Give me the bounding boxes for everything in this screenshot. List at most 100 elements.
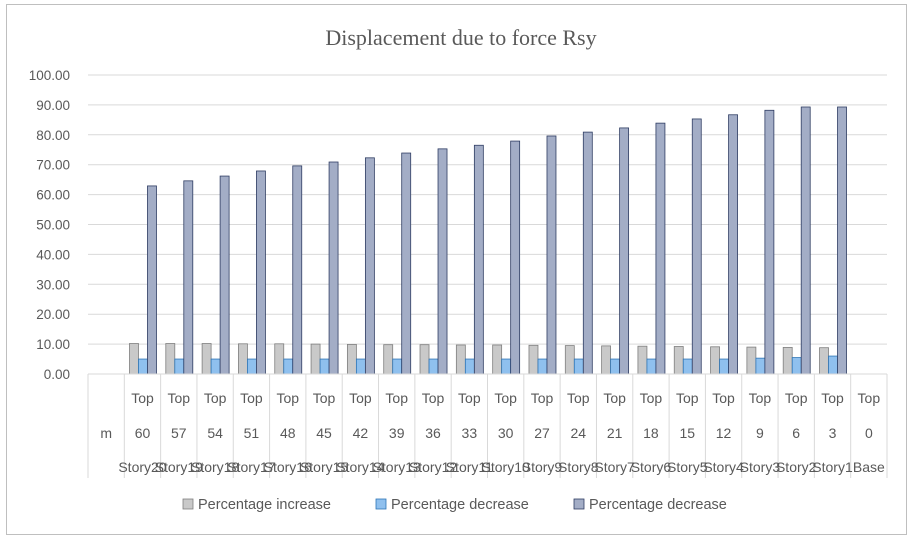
category-label-level1: Top xyxy=(422,390,445,406)
chart-title: Displacement due to force Rsy xyxy=(325,25,596,50)
bar-series-3 xyxy=(473,144,484,375)
bar-series-2 xyxy=(573,358,584,375)
y-tick-label: 0.00 xyxy=(44,367,70,382)
category-label-level2: 15 xyxy=(679,425,695,441)
y-tick-label: 60.00 xyxy=(36,188,70,203)
category-label-level1: Top xyxy=(240,390,263,406)
bar-series-1 xyxy=(528,344,539,375)
category-label-level2: 21 xyxy=(607,425,623,441)
bar-series-2 xyxy=(501,358,512,375)
category-label-level1: Top xyxy=(821,390,844,406)
category-label-level1: Top xyxy=(349,390,372,406)
category-label-level2: 45 xyxy=(316,425,332,441)
bar-series-1 xyxy=(201,343,212,375)
category-label-level1: Top xyxy=(204,390,227,406)
bar-series-1 xyxy=(238,343,248,375)
category-label-level2: 3 xyxy=(829,425,837,441)
legend-swatch xyxy=(375,498,387,510)
bar-series-2 xyxy=(210,358,221,375)
category-label-level2: 36 xyxy=(425,425,441,441)
y-tick-label: 100.00 xyxy=(29,68,70,83)
category-label-level1: Top xyxy=(313,390,336,406)
category-label-level3: Story1 xyxy=(812,459,853,475)
y-tick-label: 90.00 xyxy=(36,98,70,113)
bar-series-2 xyxy=(537,358,548,375)
category-label-level2: 30 xyxy=(498,425,514,441)
bar-series-2 xyxy=(719,358,729,375)
y-tick-label: 80.00 xyxy=(36,128,70,143)
category-label-level3: Story8 xyxy=(558,459,599,475)
bar-series-3 xyxy=(582,131,593,375)
category-label-level2: 6 xyxy=(792,425,800,441)
bar-series-3 xyxy=(183,180,194,375)
bar-series-1 xyxy=(455,344,466,375)
bar-series-1 xyxy=(129,343,139,375)
bar-series-3 xyxy=(147,185,157,375)
category-label-level2: 60 xyxy=(135,425,151,441)
legend-label: Percentage decrease xyxy=(391,497,529,513)
category-label-level3: Story3 xyxy=(740,459,781,475)
bar-series-1 xyxy=(564,345,575,375)
category-label-level2: 54 xyxy=(207,425,223,441)
bar-series-3 xyxy=(219,175,230,375)
legend-label: Percentage increase xyxy=(198,497,331,513)
category-label-level3: Story12 xyxy=(409,459,457,475)
bar-series-3 xyxy=(691,118,702,375)
bar-series-1 xyxy=(637,345,648,375)
bar-series-3 xyxy=(364,157,375,375)
bar-series-3 xyxy=(292,165,303,375)
bar-series-2 xyxy=(138,358,148,375)
bar-series-1 xyxy=(782,346,793,375)
bar-series-3 xyxy=(546,135,557,375)
bar-series-3 xyxy=(510,140,521,375)
y-tick-label: 20.00 xyxy=(36,307,70,322)
category-label-level3: Story17 xyxy=(227,459,275,475)
bar-series-1 xyxy=(346,343,357,375)
category-label-level2: 12 xyxy=(716,425,732,441)
bar-series-2 xyxy=(392,358,403,375)
category-label-level3: Story4 xyxy=(703,459,744,475)
bar-series-2 xyxy=(428,358,439,375)
category-label-level3: Story13 xyxy=(373,459,421,475)
category-label-level3: Story20 xyxy=(118,459,166,475)
category-label-level1: Top xyxy=(785,390,808,406)
bar-series-3 xyxy=(655,122,666,375)
category-label-level2: 33 xyxy=(462,425,478,441)
category-label-level1: Top xyxy=(749,390,772,406)
category-label-level1: Top xyxy=(494,390,517,406)
bar-series-2 xyxy=(755,357,766,375)
bar-series-1 xyxy=(165,343,176,375)
category-label-level3: Story15 xyxy=(300,459,348,475)
category-label-level2: 9 xyxy=(756,425,764,441)
bar-series-2 xyxy=(682,358,693,375)
category-label-level1: Top xyxy=(168,390,191,406)
category-label-level2: 42 xyxy=(353,425,369,441)
bar-series-2 xyxy=(247,358,257,375)
bar-series-1 xyxy=(710,346,720,375)
bar-series-1 xyxy=(383,344,394,375)
category-label-level1: Top xyxy=(276,390,299,406)
bar-series-1 xyxy=(746,346,757,375)
bar-series-3 xyxy=(256,170,266,375)
y-tick-label: 40.00 xyxy=(36,247,70,262)
y-tick-label: 10.00 xyxy=(36,337,70,352)
category-label-level3: Story18 xyxy=(191,459,239,475)
category-label-level3: Story19 xyxy=(155,459,203,475)
category-label-level1: Top xyxy=(603,390,626,406)
y-tick-label: 70.00 xyxy=(36,158,70,173)
bar-series-1 xyxy=(673,346,684,375)
category-label-level3: Story10 xyxy=(482,459,530,475)
bar-series-2 xyxy=(283,358,294,375)
bar-series-1 xyxy=(310,343,321,375)
legend-label: Percentage decrease xyxy=(589,497,727,513)
category-label-level2: 57 xyxy=(171,425,187,441)
category-label-level2: 27 xyxy=(534,425,550,441)
bar-series-2 xyxy=(174,358,185,375)
category-label-level1: Top xyxy=(858,390,881,406)
y-axis: 0.00 10.00 20.00 30.00 40.00 50.00 60.00 70.00 8… xyxy=(29,68,70,382)
x-axis: Top Top Top Top Top Top Top Top Top Top Top Top Top T… xyxy=(87,373,888,478)
bar-series-2 xyxy=(355,358,366,375)
category-label-level3: Story7 xyxy=(594,459,635,475)
bar-series-3 xyxy=(619,127,630,375)
